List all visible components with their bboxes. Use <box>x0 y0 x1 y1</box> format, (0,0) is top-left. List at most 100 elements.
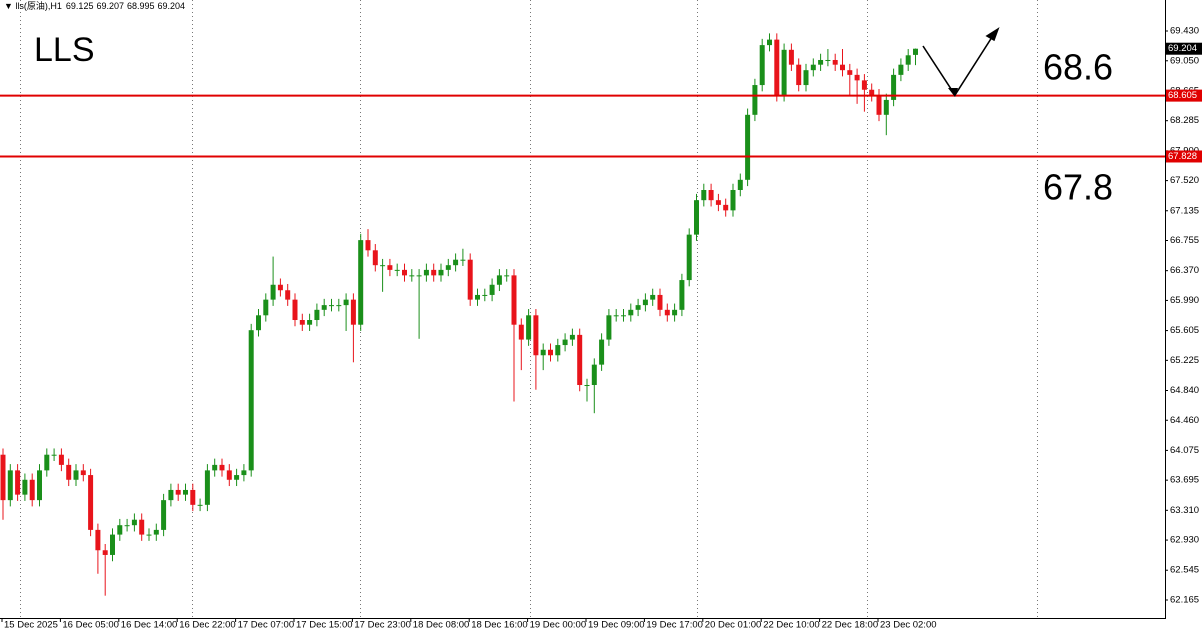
candle-body <box>307 320 313 325</box>
y-tick-label: 64.840 <box>1170 385 1199 396</box>
candle-body <box>110 534 115 555</box>
candle-body <box>204 470 210 505</box>
candle-body <box>803 70 809 86</box>
arrow-head <box>985 27 1000 42</box>
candle-body <box>277 284 283 291</box>
candle-body <box>898 64 904 75</box>
candle-body <box>825 59 831 61</box>
x-tick-label: 17 Dec 07:00 <box>238 620 295 631</box>
candle-body <box>29 479 35 501</box>
x-tick-label: 22 Dec 18:00 <box>822 620 879 631</box>
candle-body <box>723 204 729 211</box>
candle-body <box>409 275 415 277</box>
candle-body <box>161 500 167 530</box>
x-tick-label: 20 Dec 01:00 <box>705 620 762 631</box>
candle-body <box>577 334 583 386</box>
y-tick-label: 65.605 <box>1170 325 1199 336</box>
candle-body <box>234 475 240 480</box>
candle-body <box>606 315 612 340</box>
candle-body <box>402 269 407 276</box>
x-tick-label: 17 Dec 15:00 <box>296 620 353 631</box>
candle-body <box>445 265 451 270</box>
candle-body <box>548 349 553 356</box>
candle-body <box>314 309 320 321</box>
candle-body <box>686 234 692 281</box>
x-tick-label: 23 Dec 02:00 <box>880 620 937 631</box>
candle-body <box>226 470 232 480</box>
candle-body <box>372 250 378 266</box>
candle-body <box>139 519 145 535</box>
chart-title: LLS <box>34 31 95 69</box>
candle-body <box>708 189 714 201</box>
candle-body <box>241 470 247 476</box>
candle-body <box>628 309 634 316</box>
candle-body <box>562 339 568 346</box>
candle-body <box>117 525 123 535</box>
candle-body <box>913 48 918 55</box>
candle-body <box>569 334 575 340</box>
candle-body <box>95 529 101 551</box>
x-tick-label: 16 Dec 14:00 <box>121 620 178 631</box>
candle-body <box>599 339 605 365</box>
candle-body <box>431 269 437 276</box>
candle-body <box>701 189 707 201</box>
symbol: lls(原油),H1 <box>15 0 62 11</box>
candle-body <box>774 39 780 96</box>
candle-body <box>504 275 510 277</box>
candle-body <box>591 364 597 386</box>
candle-body <box>854 74 860 81</box>
candle-body <box>861 80 867 90</box>
candle-body <box>80 470 86 476</box>
candle-body <box>22 479 28 495</box>
candle-body <box>759 45 765 86</box>
candle-body <box>416 275 422 277</box>
candle-body <box>767 39 772 46</box>
candle-body <box>358 240 364 325</box>
x-tick-label: 15 Dec 2025 <box>4 620 58 631</box>
candle-body <box>321 305 327 310</box>
y-tick-label: 69.430 <box>1170 26 1199 37</box>
candle-body <box>183 489 188 495</box>
candle-body <box>153 529 159 535</box>
y-tick-label: 69.050 <box>1170 55 1199 66</box>
candle-body <box>438 269 444 276</box>
x-tick-label: 18 Dec 08:00 <box>413 620 470 631</box>
y-tick-label: 66.755 <box>1170 235 1199 246</box>
y-tick-label: 63.695 <box>1170 475 1199 486</box>
level-tag <box>1166 89 1202 102</box>
candle-body <box>467 259 473 300</box>
candle-body <box>190 489 196 505</box>
x-tick-label: 19 Dec 17:00 <box>646 620 703 631</box>
candle-body <box>58 454 64 465</box>
candle-body <box>423 269 429 276</box>
candle-body <box>818 59 824 65</box>
y-tick-label: 66.370 <box>1170 265 1199 276</box>
candle-body <box>518 324 524 340</box>
candle-body <box>256 315 261 331</box>
candle-body <box>329 305 334 307</box>
candle-body <box>299 320 305 325</box>
candle-body <box>613 315 619 317</box>
candle-body <box>292 299 298 321</box>
y-tick-label: 65.225 <box>1170 355 1199 366</box>
x-tick-label: 16 Dec 05:00 <box>62 620 119 631</box>
y-tick-label: 62.165 <box>1170 595 1199 606</box>
x-tick-label: 22 Dec 10:00 <box>763 620 820 631</box>
candle-body <box>891 74 897 100</box>
y-tick-label: 65.990 <box>1170 295 1199 306</box>
candle-body <box>883 99 889 115</box>
candle-body <box>876 95 882 115</box>
candle-body <box>37 470 42 501</box>
candle-body <box>285 290 291 300</box>
candle-body <box>482 294 488 296</box>
candle-body <box>219 464 225 471</box>
candle-body <box>197 504 203 506</box>
y-tick-label: 64.075 <box>1170 445 1199 456</box>
annotation: 68.6 <box>1043 47 1113 88</box>
candle-body <box>387 265 393 270</box>
last-low: 68.995 <box>127 1 155 11</box>
candle-body <box>642 299 648 306</box>
candle-body <box>15 470 21 495</box>
x-tick-label: 19 Dec 00:00 <box>530 620 587 631</box>
